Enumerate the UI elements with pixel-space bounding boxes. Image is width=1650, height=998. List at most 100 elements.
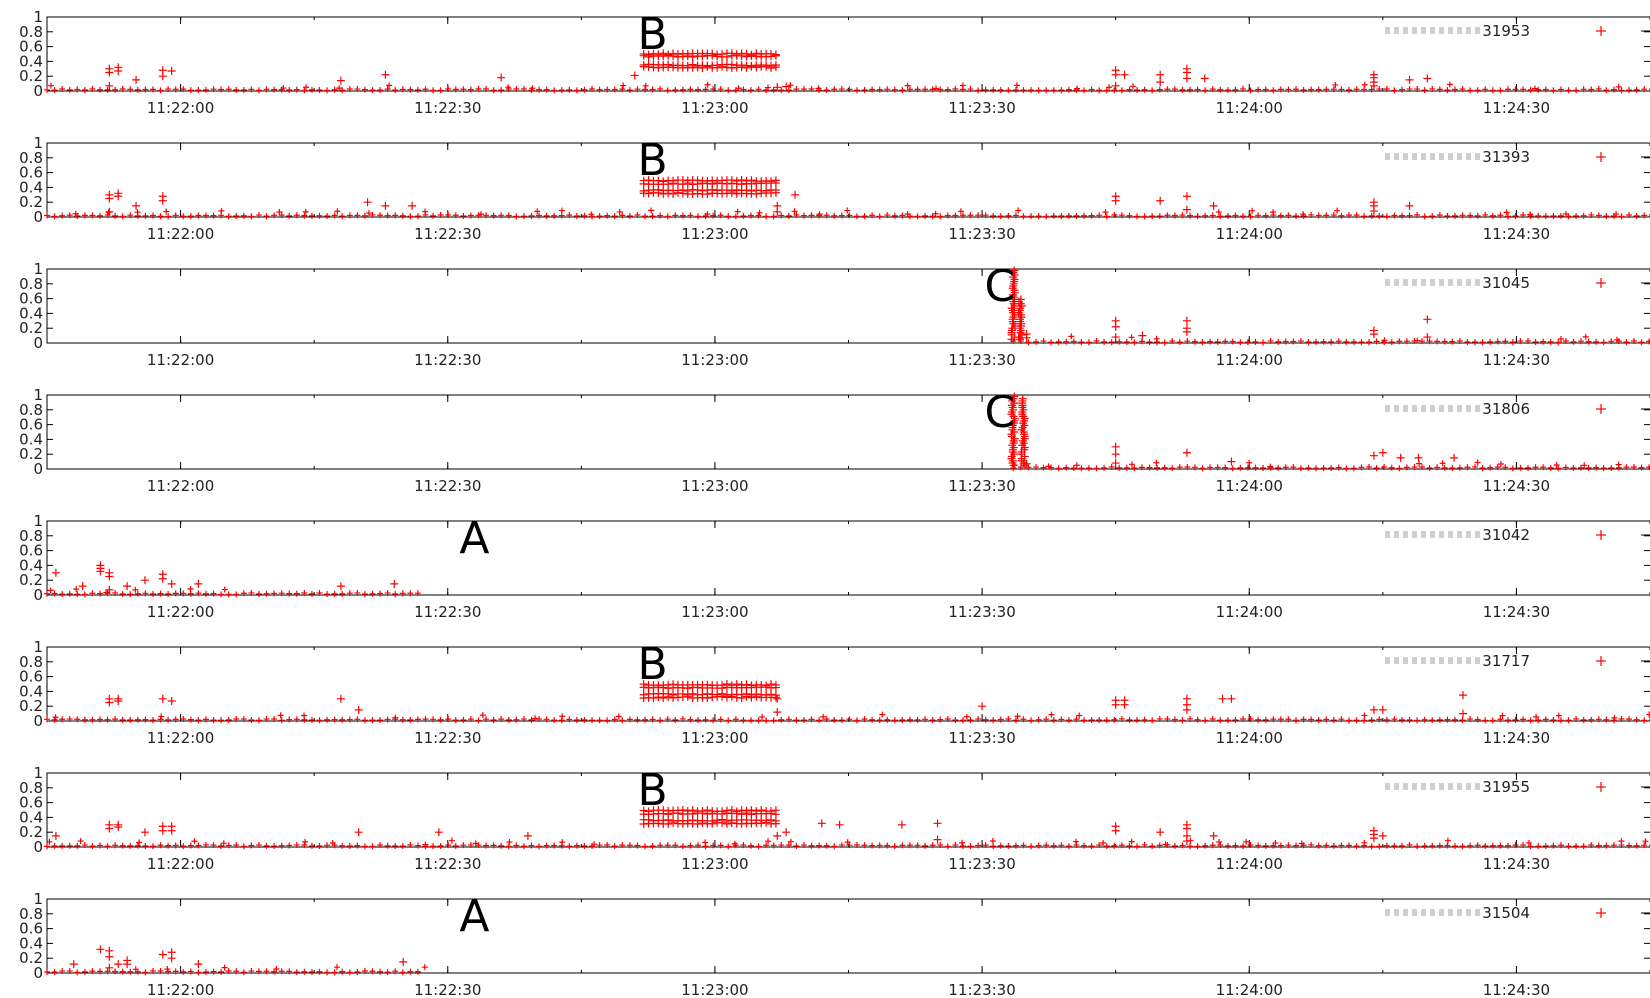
data-point [363,198,372,207]
data-point [467,212,474,219]
data-point [1378,448,1387,457]
data-point [1128,838,1135,845]
data-point [694,213,701,220]
data-point [271,715,278,722]
data-point [967,716,974,723]
redacted-glyph [1430,27,1435,34]
data-point [1458,709,1467,718]
data-point [1293,842,1299,849]
data-point [978,702,987,711]
data-point [596,842,603,849]
data-point [354,589,361,596]
data-point [301,589,308,596]
data-point [434,828,443,837]
data-point [1224,212,1231,219]
data-point [1451,716,1458,723]
data-point [1580,716,1587,723]
data-point [1421,213,1428,220]
annotation-label: C [985,261,1016,312]
data-point [1474,212,1481,219]
data-point [1520,716,1527,723]
data-point [381,201,390,210]
data-point [1423,315,1432,324]
data-point [248,842,255,849]
data-point [277,712,284,719]
data-point [1353,717,1360,724]
data-point [755,843,762,850]
data-point [1282,464,1289,471]
y-tick-label: 0.8 [19,149,43,167]
data-point [1315,212,1322,219]
data-point [1345,86,1352,93]
data-point [377,717,384,724]
data-point [329,839,336,846]
data-point [884,212,891,219]
data-point [1580,843,1587,850]
data-point [1444,87,1451,94]
data-point [483,842,490,849]
data-point [770,717,777,724]
data-point [1153,335,1160,342]
redacted-glyph [1439,783,1444,790]
data-point [1581,462,1588,469]
data-point [240,212,247,219]
data-point [1260,464,1267,471]
data-point [1459,717,1466,724]
data-point [324,591,331,598]
data-point [1353,843,1360,850]
data-point [1058,87,1065,94]
data-point [808,842,815,849]
data-point [1426,338,1433,345]
data-point [687,86,694,93]
data-point [1096,87,1103,94]
data-point [649,716,656,723]
data-point [1368,212,1375,219]
data-point [1182,448,1191,457]
data-point [369,87,376,94]
data-point [218,843,225,850]
data-point [430,716,437,723]
data-point [1068,333,1075,340]
data-point [589,85,596,92]
data-point [127,842,134,849]
data-point [430,843,437,850]
y-tick-label: 0.4 [19,52,43,70]
data-point [158,574,167,583]
data-point [103,589,110,596]
data-point [1573,843,1580,850]
data-point [1277,842,1284,849]
data-point [1126,86,1133,93]
data-point [644,50,653,59]
data-point [1618,716,1625,723]
data-point [1366,463,1373,470]
data-point [1436,212,1443,219]
data-point [1169,338,1176,345]
data-point [543,86,550,93]
data-point [202,716,209,723]
data-point [1512,213,1519,220]
data-point [1126,842,1133,849]
legend-marker [1596,26,1606,36]
data-point [747,87,754,94]
data-point [831,716,838,723]
data-point [1005,715,1012,722]
data-point [1429,717,1436,724]
data-point [694,842,701,849]
data-point [967,86,974,93]
legend-redacted-prefix [1385,531,1480,538]
data-point [1043,842,1050,849]
legend-label: 31504 [1482,904,1530,922]
plot-frame [46,394,1650,470]
data-point [44,212,50,219]
data-point [1623,464,1630,471]
data-point [737,176,746,185]
data-point [59,968,66,975]
data-point [392,968,399,975]
data-point [210,717,217,724]
data-point [51,213,58,220]
data-point [727,186,736,195]
data-point [1308,841,1315,848]
y-tick-label: 0.4 [19,682,43,700]
data-point [233,86,240,93]
data-point [899,716,906,723]
